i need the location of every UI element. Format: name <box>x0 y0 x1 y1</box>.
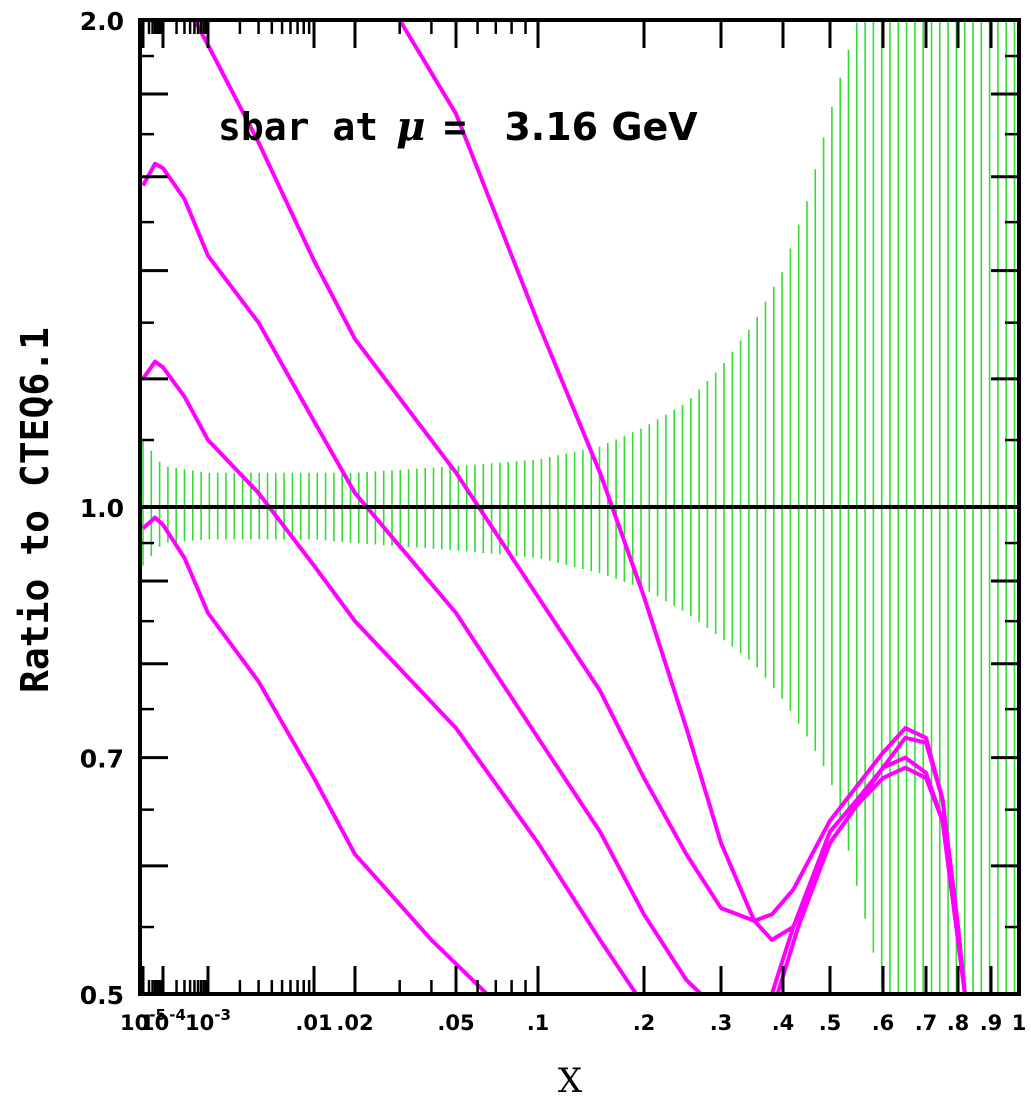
series-curve-2 <box>141 359 638 996</box>
series-curve-3 <box>141 161 703 996</box>
series-curve-1 <box>141 515 489 996</box>
series-curve-5 <box>397 18 967 995</box>
x-tick-label-4: .02 <box>336 1011 373 1035</box>
x-tick-label-11: .6 <box>872 1011 895 1035</box>
x-tick-label-14: .9 <box>980 1011 1003 1035</box>
x-tick-label-0: 10-5 <box>120 1006 166 1035</box>
y-tick-label-3: 2.0 <box>80 7 124 36</box>
x-tick-label-10: .5 <box>819 1011 842 1035</box>
y-tick-label-2: 1.0 <box>80 494 124 523</box>
x-tick-label-8: .3 <box>710 1011 733 1035</box>
y-tick-label-0: 0.5 <box>80 981 124 1010</box>
y-tick-labels: 0.5 0.7 1.0 2.0 <box>80 7 124 1010</box>
x-tick-label-13: .8 <box>947 1011 970 1035</box>
x-tick-label-6: .1 <box>527 1011 550 1035</box>
x-tick-label-15: 1 <box>1012 1011 1027 1035</box>
title-prefix: sbar at <box>218 105 378 149</box>
x-tick-label-5: .05 <box>437 1011 474 1035</box>
axis-ticks <box>140 18 1021 996</box>
title-value: 3.16 GeV <box>504 105 698 149</box>
x-tick-labels: 10-510-4 10-3 .01.02 .05 .1 .2 .3 .4 .5 .6 .7 .8 .9 1 <box>120 1006 1026 1035</box>
title-mu-symbol: μ <box>396 103 425 150</box>
x-tick-label-12: .7 <box>915 1011 938 1035</box>
series-layer <box>141 18 967 996</box>
x-tick-label-7: .2 <box>633 1011 656 1035</box>
title-equals: = <box>443 105 466 149</box>
y-tick-label-1: 0.7 <box>80 745 124 774</box>
x-axis-label: X <box>558 1061 583 1101</box>
series-curve-4 <box>192 19 967 995</box>
series-curve-7 <box>775 765 967 995</box>
x-tick-label-3: .01 <box>295 1011 332 1035</box>
x-tick-label-9: .4 <box>772 1011 795 1035</box>
y-axis-label: Ratio to CTEQ6.1 <box>13 327 57 693</box>
chart-title: sbar at μ = 3.16 GeV <box>218 103 698 150</box>
x-tick-label-1: 10-4 <box>140 1006 186 1035</box>
x-tick-label-2: 10-3 <box>185 1006 231 1035</box>
